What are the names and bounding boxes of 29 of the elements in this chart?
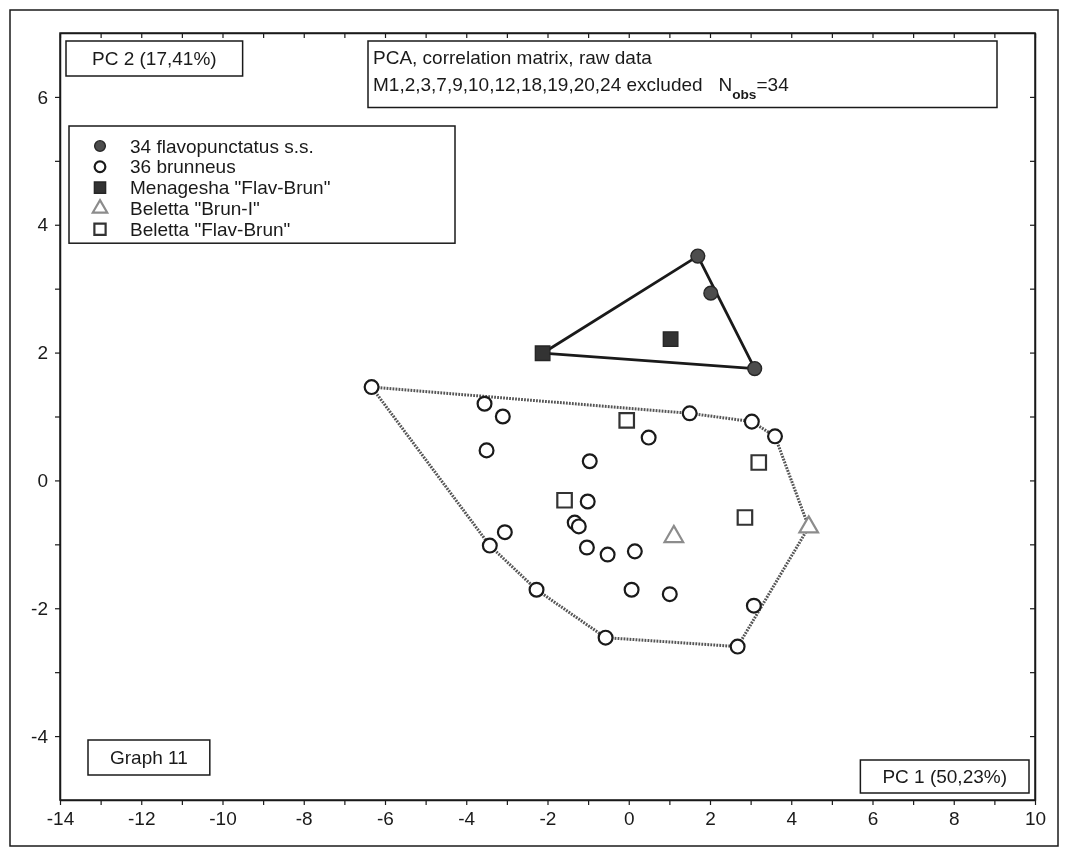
y-tick-label: 2 <box>37 342 48 364</box>
y-tick-label: 4 <box>37 214 49 236</box>
legend-label: 36 brunneus <box>130 156 236 178</box>
x-tick-label: 8 <box>948 808 960 830</box>
y-tick-label: -2 <box>31 597 48 619</box>
y-tick-label: 0 <box>37 470 48 491</box>
x-tick-label: -4 <box>458 808 476 830</box>
legend-label: 34 flavopunctatus s.s. <box>130 135 314 157</box>
x-tick-label: -8 <box>295 808 313 830</box>
x-tick-label: 0 <box>623 808 635 830</box>
text: PCA, correlation matrix, raw data <box>373 47 653 68</box>
x-tick-label: 4 <box>786 808 798 830</box>
annotation: Graph 11 <box>110 747 188 768</box>
y-axis-title: PC 2 (17,41%) <box>92 48 217 69</box>
x-axis-title: PC 1 (50,23%) <box>882 766 1007 787</box>
x-tick-label: 6 <box>867 808 879 830</box>
legend-label: Menagesha "Flav-Brun" <box>130 177 331 199</box>
x-tick-label: -10 <box>209 808 237 830</box>
x-tick-label: 2 <box>705 808 716 830</box>
x-tick-label: -12 <box>128 808 156 830</box>
legend-label: Beletta "Flav-Brun" <box>130 218 291 240</box>
y-tick-label: -4 <box>31 725 49 747</box>
x-tick-label: -2 <box>539 808 557 830</box>
x-tick-label: -14 <box>46 808 75 830</box>
y-tick-label: 6 <box>37 86 48 108</box>
x-tick-label: 10 <box>1024 808 1047 830</box>
text: M1,2,3,7,9,10,12,18,19,20,24 excluded N$_{obs}$=34 <box>373 74 790 102</box>
x-tick-label: -6 <box>377 808 394 830</box>
legend-label: Beletta "Brun-I" <box>130 198 260 220</box>
